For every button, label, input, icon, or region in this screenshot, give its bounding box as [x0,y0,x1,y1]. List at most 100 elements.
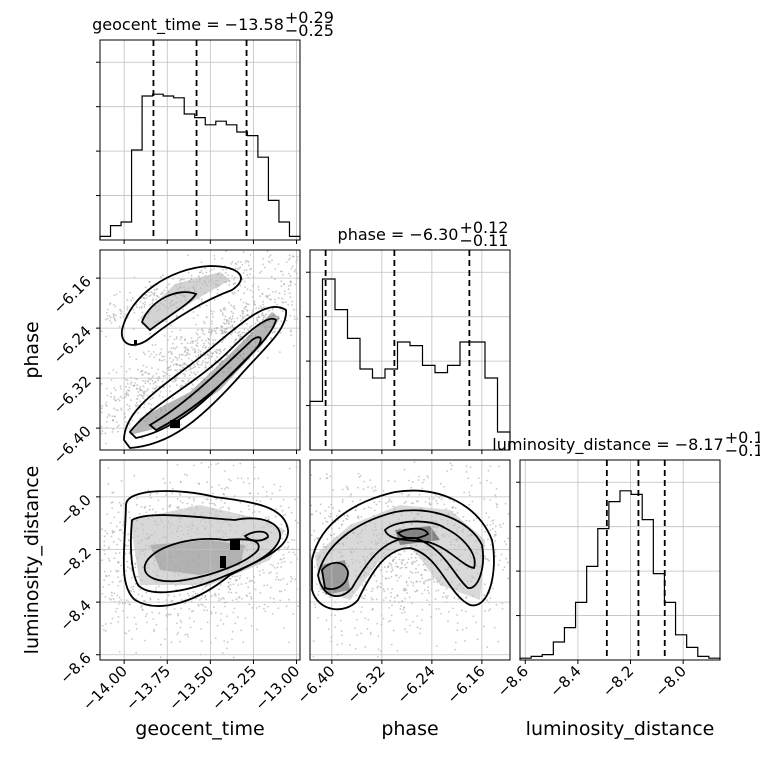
scatter-time-phase-upper [149,303,151,306]
scatter-time-phase [241,331,244,334]
scatter-time-dist [111,492,114,494]
scatter-phase-dist [494,555,497,558]
scatter-time-phase [143,403,146,405]
scatter-time-dist [164,482,166,485]
scatter-phase-dist [374,485,377,488]
scatter-phase-dist [363,507,366,510]
scatter-phase-dist [455,641,457,644]
scatter-time-dist [272,597,275,600]
scatter-time-dist [188,608,191,610]
scatter-phase-dist [456,614,458,616]
scatter-time-phase [203,342,206,345]
scatter-phase-dist [310,474,313,476]
scatter-phase-dist [398,576,400,579]
scatter-phase-dist [484,557,487,560]
scatter-time-phase [280,285,283,287]
contour-phase-dist-outer [311,489,495,611]
scatter-time-phase [212,352,215,354]
scatter-time-phase [205,316,208,318]
frames-layer [96,39,721,664]
scatter-phase-dist [432,497,435,500]
scatter-time-phase [210,329,213,331]
scatter-phase-dist [346,518,349,521]
scatter-time-dist [169,504,172,507]
scatter-phase-dist [487,538,489,541]
scatter-time-dist [217,597,220,600]
scatter-time-phase-upper [113,317,116,320]
scatter-phase-dist [435,645,438,647]
scatter-time-phase-upper [237,289,240,292]
scatter-time-phase [259,295,262,298]
xtick-label-geocent_time: −13.50 [165,662,217,714]
scatter-time-phase [148,372,151,375]
scatter-time-phase-upper [119,308,121,311]
scatter-time-dist [140,606,143,608]
scatter-phase-dist [502,568,504,571]
scatter-time-phase [293,315,296,318]
scatter-phase-dist [421,487,424,490]
scatter-phase-dist [483,594,485,597]
scatter-time-phase [294,283,297,286]
scatter-time-phase-upper [244,261,247,264]
scatter-time-dist [115,610,117,613]
scatter-time-phase-upper [153,291,156,294]
scatter-phase-dist [333,533,335,536]
scatter-phase-dist [417,564,420,566]
scatter-phase-dist [410,556,413,559]
scatter-phase-dist [324,509,327,512]
scatter-time-phase [125,391,128,394]
scatter-time-phase [210,332,213,335]
scatter-time-dist [232,611,235,614]
scatter-time-phase [190,371,193,374]
scatter-time-phase [173,338,176,341]
scatter-time-phase-upper [243,269,246,272]
scatter-time-dist [133,474,136,477]
scatter-time-dist [287,541,289,544]
scatter-phase-dist [332,489,335,491]
scatter-time-phase [152,397,154,399]
scatter-time-phase-upper [234,267,237,270]
scatter-phase-dist [387,479,390,482]
scatter-time-dist [229,479,232,482]
scatter-time-phase [153,387,156,390]
scatter-time-phase [246,314,249,316]
scatter-phase-dist [467,477,470,480]
scatter-phase-dist [393,558,395,561]
scatter-time-phase [249,289,252,292]
scatter-phase-dist [504,502,507,505]
scatter-time-dist [253,477,256,480]
panel-frame-time-dist [99,459,301,661]
scatter-time-phase-upper [285,261,288,263]
scatter-time-phase-upper [126,306,129,309]
scatter-time-phase [108,372,110,375]
scatter-phase-dist [408,493,411,496]
scatter-time-dist [179,500,182,502]
scatter-phase-dist [367,486,369,488]
scatter-time-phase [279,351,281,353]
scatter-time-dist [201,588,204,591]
scatter-time-phase-upper [105,311,108,314]
scatter-time-dist [137,593,140,596]
scatter-time-dist [120,599,123,601]
scatter-time-phase [141,389,143,392]
scatter-time-phase [131,419,134,422]
scatter-time-dist [292,613,295,615]
scatter-phase-dist [403,502,406,504]
scatter-time-dist [107,557,110,560]
scatter-time-phase-upper [119,291,121,293]
scatter-time-phase [194,366,197,368]
scatter-phase-dist [382,617,385,620]
scatter-time-phase [149,398,152,400]
scatter-time-dist [210,612,213,615]
scatter-phase-dist [317,616,319,619]
scatter-phase-dist [394,556,397,559]
scatter-time-phase [142,385,145,388]
scatter-time-dist [253,510,256,513]
scatter-time-dist [118,552,121,554]
scatter-time-dist [213,594,216,596]
scatter-phase-dist [317,537,320,539]
scatter-time-phase [212,316,214,318]
scatter-time-phase-upper [153,288,156,291]
scatter-time-dist [117,576,120,579]
scatter-time-dist [187,635,190,638]
